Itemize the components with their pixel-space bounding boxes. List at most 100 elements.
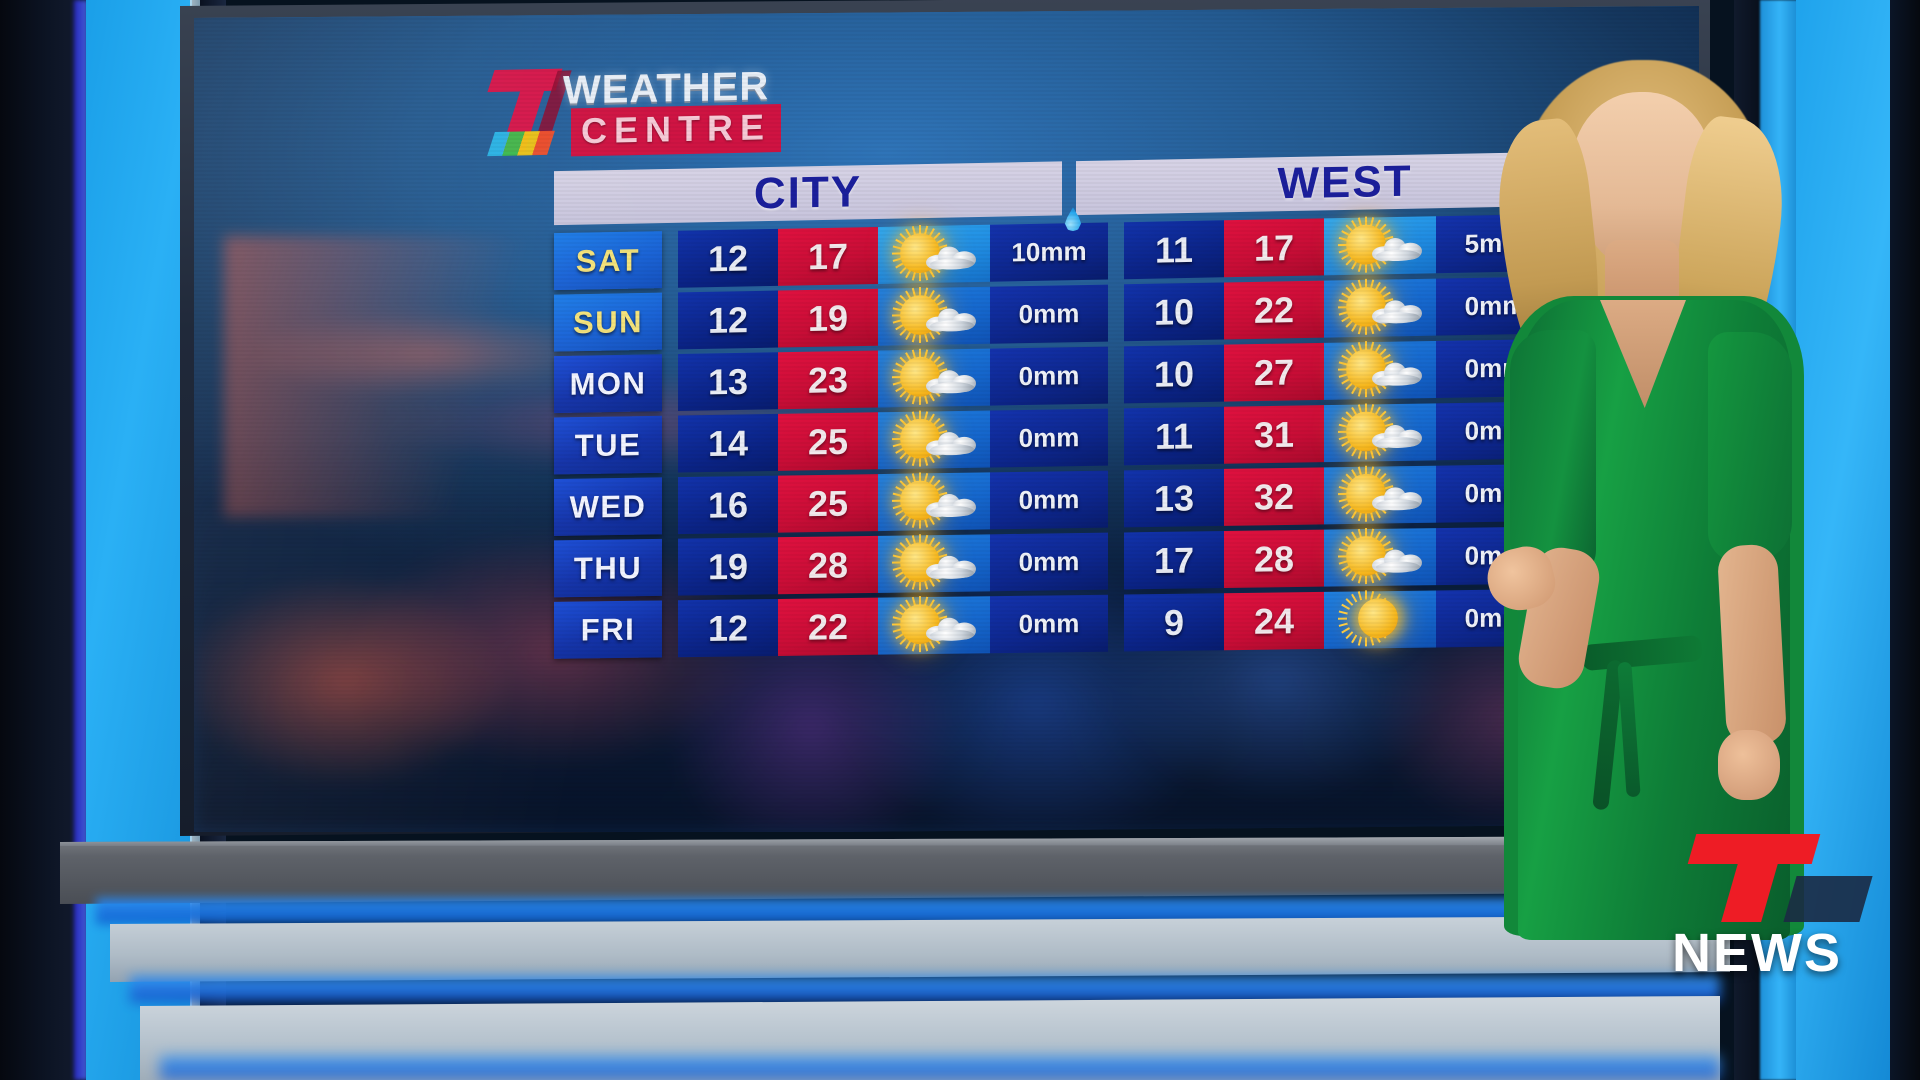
weather-icon-cell xyxy=(878,286,990,346)
max-temp-cell: 24 xyxy=(1224,591,1324,651)
rainbow-accent-icon xyxy=(487,130,555,157)
min-temp-cell: 13 xyxy=(678,352,778,411)
studio-desk-top xyxy=(60,836,1752,904)
day-label: WED xyxy=(569,488,647,525)
weather-icon-cell xyxy=(878,410,990,470)
rainfall-value: 0mm xyxy=(1018,546,1080,577)
min-temp-cell: 12 xyxy=(678,228,778,288)
rainfall-value: 0mm xyxy=(1018,360,1080,392)
column-header-city-label: CITY xyxy=(753,167,863,219)
max-temp-value: 28 xyxy=(1253,537,1295,580)
forecast-cells-city: 16 25 0mm xyxy=(678,470,1108,535)
rainfall-value: 0mm xyxy=(1018,298,1080,330)
cloud-shape xyxy=(926,306,976,332)
rainfall-value: 0mm xyxy=(1018,608,1080,639)
studio-floor-led-glow xyxy=(160,1056,1720,1080)
sun-behind-cloud-icon xyxy=(892,224,976,281)
max-temp-cell: 31 xyxy=(1224,405,1324,464)
rainfall-value: 10mm xyxy=(1011,235,1087,268)
sun-behind-cloud-icon xyxy=(892,286,976,343)
min-temp-value: 11 xyxy=(1154,228,1194,271)
max-temp-value: 22 xyxy=(1253,288,1295,331)
seven-news-logo: NEWS xyxy=(1652,830,1873,983)
min-temp-cell: 16 xyxy=(678,475,778,535)
min-temp-value: 14 xyxy=(707,421,749,464)
weather-centre-logo: WEATHER CENTRE xyxy=(487,56,789,157)
forecast-cells-city: 12 22 0mm xyxy=(678,594,1108,658)
logo-centre-text: CENTRE xyxy=(571,104,782,157)
weather-icon-cell xyxy=(1324,402,1436,463)
max-temp-value: 19 xyxy=(807,296,849,339)
min-temp-value: 13 xyxy=(1153,476,1195,519)
forecast-cells-city: 13 23 0mm xyxy=(678,346,1108,411)
max-temp-cell: 17 xyxy=(778,226,878,286)
rainfall-cell: 0mm xyxy=(990,346,1108,406)
desk-lower-led-glow xyxy=(130,976,1720,1002)
weather-icon-cell xyxy=(1324,527,1436,587)
cloud-shape xyxy=(1372,423,1422,448)
max-temp-value: 31 xyxy=(1253,413,1295,455)
day-label-cell: WED xyxy=(554,477,662,536)
seven-news-seven-icon xyxy=(1686,830,1873,922)
max-temp-cell: 28 xyxy=(778,535,878,595)
cloud-shape xyxy=(1372,485,1422,511)
cloud-shape xyxy=(926,616,976,641)
weather-icon-cell xyxy=(1324,465,1436,525)
studio-left-dark-panel xyxy=(0,0,80,1080)
min-temp-cell: 10 xyxy=(1124,344,1224,404)
max-temp-cell: 25 xyxy=(778,474,878,533)
max-temp-value: 27 xyxy=(1253,350,1295,393)
cloud-shape xyxy=(1372,236,1422,261)
forecast-cells-city: 12 17 10mm xyxy=(678,223,1108,288)
min-temp-value: 11 xyxy=(1154,414,1194,457)
max-temp-cell: 27 xyxy=(1224,342,1324,402)
weather-icon-cell xyxy=(878,533,990,593)
max-temp-value: 25 xyxy=(807,420,849,462)
weather-icon-cell xyxy=(1324,340,1436,400)
max-temp-cell: 17 xyxy=(1224,218,1324,278)
min-temp-value: 12 xyxy=(707,236,749,279)
min-temp-cell: 13 xyxy=(1124,468,1224,528)
day-label-cell: SAT xyxy=(554,231,662,291)
min-temp-value: 10 xyxy=(1153,352,1195,395)
presenter-right-hand xyxy=(1718,730,1780,800)
rainfall-cell: 0mm xyxy=(990,470,1108,530)
max-temp-cell: 23 xyxy=(778,350,878,410)
sun-behind-cloud-icon xyxy=(1338,216,1422,273)
day-label-cell: THU xyxy=(554,538,662,598)
weather-icon-cell xyxy=(878,595,990,655)
min-temp-cell: 11 xyxy=(1124,220,1224,280)
sun-behind-cloud-icon xyxy=(892,348,976,405)
max-temp-value: 22 xyxy=(807,605,849,648)
min-temp-cell: 17 xyxy=(1124,531,1224,590)
cloud-shape xyxy=(926,430,976,456)
sun-disc xyxy=(1358,597,1398,638)
weather-icon-cell xyxy=(1324,216,1436,276)
day-label: SUN xyxy=(573,303,643,340)
max-temp-value: 17 xyxy=(1253,226,1295,269)
min-temp-cell: 19 xyxy=(678,537,778,596)
min-temp-cell: 12 xyxy=(678,290,778,350)
presenter-right-sleeve xyxy=(1708,332,1792,562)
day-label: SAT xyxy=(575,242,641,279)
seven-news-wordmark: NEWS xyxy=(1672,923,1842,983)
sun-icon xyxy=(1338,589,1420,646)
weather-icon-cell xyxy=(878,348,990,408)
max-temp-value: 24 xyxy=(1253,599,1295,642)
min-temp-value: 13 xyxy=(707,360,749,402)
sun-behind-cloud-icon xyxy=(1338,465,1422,522)
max-temp-cell: 22 xyxy=(1224,280,1324,340)
day-label-cell: FRI xyxy=(554,600,662,659)
min-temp-value: 10 xyxy=(1153,290,1195,333)
studio-left-edge-glow xyxy=(74,0,88,1080)
min-temp-cell: 12 xyxy=(678,598,778,658)
presenter-left-sleeve xyxy=(1510,330,1596,580)
cloud-shape xyxy=(926,492,976,517)
weather-icon-cell xyxy=(878,224,990,284)
forecast-cells-city: 19 28 0mm xyxy=(678,532,1108,596)
rainfall-cell: 0mm xyxy=(990,594,1108,654)
cloud-shape xyxy=(926,245,976,270)
day-label-cell: MON xyxy=(554,354,662,414)
max-temp-cell: 32 xyxy=(1224,467,1324,526)
max-temp-cell: 22 xyxy=(778,597,878,656)
